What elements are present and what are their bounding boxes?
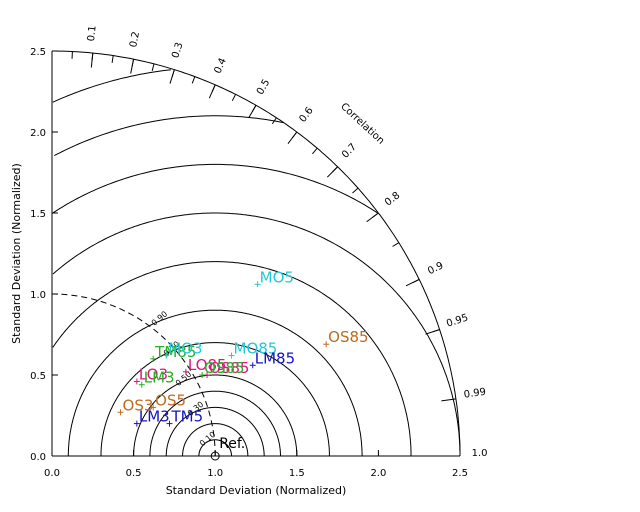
data-point-label: OS85 [204, 359, 244, 377]
correlation-minor-tick [111, 55, 114, 63]
data-point: TM5 [166, 408, 204, 427]
correlation-tick-label: 0.3 [170, 41, 185, 59]
rmsd-contour [100, 342, 330, 456]
x-tick-label: 1.5 [289, 468, 305, 479]
correlation-tick-label: 0.8 [383, 190, 402, 208]
data-points: MO5OS85MO85LM85LO85OS85OS85TM85MO3LO3LM3… [117, 268, 369, 427]
correlation-minor-tick [231, 94, 237, 102]
data-point-label: MO5 [260, 268, 294, 286]
data-point-label: OS85 [328, 328, 368, 346]
correlation-tick-label: 0.9 [426, 260, 445, 277]
data-point: OS85 [199, 359, 245, 378]
correlation-tick-label: 0.6 [297, 105, 315, 124]
y-tick-label: 2.5 [30, 47, 46, 58]
correlation-minor-tick [191, 76, 196, 84]
correlation-minor-tick [291, 131, 298, 139]
x-tick-label: 2.5 [452, 468, 468, 479]
rmsd-contour [165, 406, 265, 456]
data-point: LM85 [249, 349, 295, 369]
y-axis-label: Standard Deviation (Normalized) [10, 163, 23, 344]
correlation-tick [441, 398, 456, 402]
y-tick-label: 1.5 [30, 209, 46, 220]
correlation-minor-tick [131, 59, 135, 67]
correlation-tick-label: 0.4 [212, 56, 228, 75]
correlation-minor-tick [211, 84, 216, 92]
data-point-label: OS5 [155, 391, 186, 409]
y-tick-label: 1.0 [30, 290, 46, 301]
correlation-tick-label: 0.2 [128, 31, 142, 49]
data-point-label: LO85 [188, 356, 227, 374]
rmsd-contour [149, 390, 281, 456]
rmsd-contour [133, 374, 298, 456]
data-point: LO85 [182, 356, 227, 375]
correlation-ticks: 0.1 0.2 0.3 0.4 0.5 0.6 0.7 0.8 0.9 0.95 0.99 1.0 [71, 25, 488, 459]
rmsd-contour [52, 261, 412, 456]
correlation-minor-tick [171, 69, 175, 77]
data-point: OS5 [150, 391, 186, 411]
data-point-label: LM3 [139, 408, 170, 426]
data-point: OS85 [323, 328, 369, 348]
correlation-minor-tick [392, 242, 400, 247]
reference-marker [210, 451, 220, 461]
rmsd-contour [54, 115, 284, 157]
data-point: LM3 [138, 369, 175, 388]
rmsd-contour [67, 309, 363, 456]
y-tick-label: 0.0 [30, 452, 46, 463]
rmsd-contour [52, 69, 171, 103]
data-point-label: TM5 [171, 408, 204, 426]
rmsd-contour [198, 439, 232, 456]
data-point-label: OS85 [209, 359, 249, 377]
correlation-tick-label: 0.5 [255, 78, 272, 97]
x-tick-label: 1.0 [207, 468, 223, 479]
correlation-minor-tick [332, 166, 338, 173]
rmsd-contours: 0.100.300.500.700.90 [52, 69, 461, 456]
correlation-tick-label: 0.95 [445, 312, 470, 329]
data-point: LO3 [133, 365, 168, 385]
data-point-label: LM3 [144, 369, 175, 387]
data-point: OS3 [117, 396, 154, 416]
rmsd-contour [52, 212, 461, 456]
data-point-label: MO3 [168, 340, 202, 358]
correlation-minor-tick [251, 105, 257, 112]
correlation-minor-tick [312, 147, 318, 155]
data-point: LM3 [133, 408, 170, 427]
data-point-label: LO3 [139, 365, 168, 383]
reference-std-arc [52, 293, 216, 456]
correlation-minor-tick [412, 279, 420, 284]
correlation-tick-label: 0.99 [463, 387, 487, 401]
correlation-minor-tick [352, 187, 359, 194]
correlation-minor-tick [91, 52, 94, 61]
data-point: MO5 [254, 268, 294, 288]
x-tick-label: 2.0 [370, 468, 386, 479]
rmsd-contour [52, 163, 378, 214]
correlation-minor-tick [271, 117, 277, 125]
correlation-minor-tick [432, 329, 440, 333]
outer-arc [52, 50, 461, 456]
reference-point: Ref. [210, 436, 245, 461]
data-point-label: TM85 [154, 343, 196, 361]
correlation-minor-tick [372, 212, 379, 218]
x-tick-label: 0.0 [44, 468, 60, 479]
x-axis-label: Standard Deviation (Normalized) [166, 484, 347, 497]
data-point: MO85 [228, 340, 278, 359]
axes: 0.0 0.5 1.0 1.5 2.0 2.5 0.0 0.5 1.0 1.5 2.0 2.5 [30, 47, 468, 479]
reference-label: Ref. [219, 436, 245, 452]
data-point: TM85 [150, 343, 196, 362]
data-point-label: LM85 [255, 349, 295, 367]
correlation-tick-label: 0.7 [340, 142, 359, 161]
data-point-label: MO85 [234, 340, 278, 358]
y-tick-label: 0.5 [30, 371, 46, 382]
rmsd-contour [182, 423, 249, 456]
y-tick-label: 2.0 [30, 128, 46, 139]
correlation-tick-label: 1.0 [472, 448, 488, 459]
data-point-label: OS3 [123, 396, 154, 414]
rmsd-contour-label: 0.90 [150, 309, 169, 327]
correlation-axis-label: Correlation [338, 101, 386, 147]
correlation-minor-tick [151, 63, 155, 72]
x-tick-label: 0.5 [126, 468, 142, 479]
data-point: MO3 [163, 340, 203, 359]
correlation-tick-label: 0.1 [86, 25, 99, 42]
